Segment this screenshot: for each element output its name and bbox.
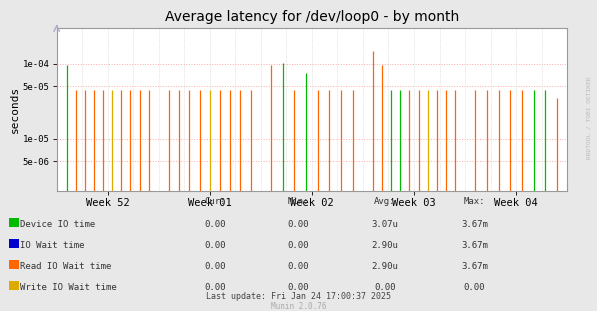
Text: 2.90u: 2.90u xyxy=(371,262,399,271)
Text: Write IO Wait time: Write IO Wait time xyxy=(20,283,117,291)
Text: IO Wait time: IO Wait time xyxy=(20,241,85,250)
Text: 0.00: 0.00 xyxy=(288,283,309,291)
Text: 0.00: 0.00 xyxy=(204,283,226,291)
Text: Last update: Fri Jan 24 17:00:37 2025: Last update: Fri Jan 24 17:00:37 2025 xyxy=(206,292,391,301)
Text: 0.00: 0.00 xyxy=(464,283,485,291)
Text: Avg:: Avg: xyxy=(374,197,396,206)
Text: Read IO Wait time: Read IO Wait time xyxy=(20,262,112,271)
Title: Average latency for /dev/loop0 - by month: Average latency for /dev/loop0 - by mont… xyxy=(165,10,459,24)
Text: 3.07u: 3.07u xyxy=(371,220,399,229)
Text: 3.67m: 3.67m xyxy=(461,241,488,250)
Text: 3.67m: 3.67m xyxy=(461,220,488,229)
Text: 3.67m: 3.67m xyxy=(461,262,488,271)
Text: Max:: Max: xyxy=(464,197,485,206)
Text: Cur:: Cur: xyxy=(204,197,226,206)
Text: 2.90u: 2.90u xyxy=(371,241,399,250)
Text: 0.00: 0.00 xyxy=(288,241,309,250)
Text: Device IO time: Device IO time xyxy=(20,220,96,229)
Text: 0.00: 0.00 xyxy=(204,262,226,271)
Text: 0.00: 0.00 xyxy=(288,262,309,271)
Y-axis label: seconds: seconds xyxy=(10,86,20,133)
Text: 0.00: 0.00 xyxy=(204,220,226,229)
Text: 0.00: 0.00 xyxy=(288,220,309,229)
Text: 0.00: 0.00 xyxy=(204,241,226,250)
Text: RRDTOOL / TOBI OETIKER: RRDTOOL / TOBI OETIKER xyxy=(587,77,592,160)
Text: Min:: Min: xyxy=(288,197,309,206)
Text: 0.00: 0.00 xyxy=(374,283,396,291)
Text: Munin 2.0.76: Munin 2.0.76 xyxy=(271,301,326,310)
